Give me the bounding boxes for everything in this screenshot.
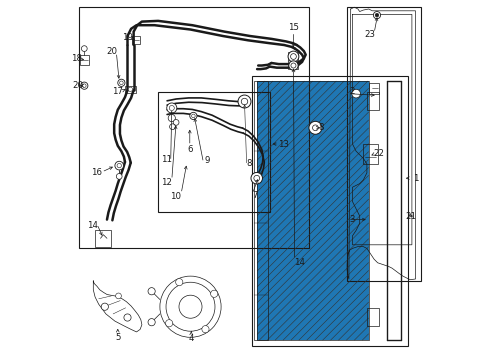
Circle shape xyxy=(117,163,121,168)
Circle shape xyxy=(374,13,378,17)
Circle shape xyxy=(166,103,177,113)
Circle shape xyxy=(287,51,298,62)
Circle shape xyxy=(165,320,172,327)
Circle shape xyxy=(118,79,125,86)
Text: 8: 8 xyxy=(317,123,323,132)
Circle shape xyxy=(253,175,259,181)
Circle shape xyxy=(168,114,175,122)
Text: 19: 19 xyxy=(122,33,133,42)
Circle shape xyxy=(210,290,217,297)
Text: 11: 11 xyxy=(160,155,171,164)
Circle shape xyxy=(115,293,121,299)
Circle shape xyxy=(308,121,321,134)
Circle shape xyxy=(82,84,86,87)
Circle shape xyxy=(169,105,174,111)
Circle shape xyxy=(175,279,183,286)
Circle shape xyxy=(81,82,88,89)
Text: 20: 20 xyxy=(106,47,117,56)
Text: 3: 3 xyxy=(349,215,354,224)
Circle shape xyxy=(290,54,296,59)
Bar xyxy=(257,81,368,340)
Bar xyxy=(368,83,379,94)
Circle shape xyxy=(179,295,202,318)
Circle shape xyxy=(312,125,318,131)
Text: 8: 8 xyxy=(246,159,252,168)
Circle shape xyxy=(123,314,131,321)
Circle shape xyxy=(238,95,250,108)
Bar xyxy=(363,144,377,164)
Text: 4: 4 xyxy=(188,334,194,343)
Bar xyxy=(95,230,111,247)
Text: 21: 21 xyxy=(405,212,415,221)
Bar xyxy=(346,7,420,281)
Circle shape xyxy=(115,161,123,170)
Text: 22: 22 xyxy=(372,149,384,158)
Text: 20: 20 xyxy=(73,81,83,90)
Circle shape xyxy=(120,81,123,85)
Text: 5: 5 xyxy=(115,333,120,342)
Circle shape xyxy=(250,172,262,184)
Circle shape xyxy=(189,112,197,120)
Bar xyxy=(80,55,89,65)
Text: 7: 7 xyxy=(252,192,258,200)
Text: 6: 6 xyxy=(186,145,192,154)
Bar xyxy=(125,86,136,93)
Circle shape xyxy=(191,114,195,118)
Bar xyxy=(251,76,407,346)
Text: 23: 23 xyxy=(364,30,375,39)
Text: 10: 10 xyxy=(169,192,181,201)
Circle shape xyxy=(169,124,175,130)
Circle shape xyxy=(128,87,132,91)
Circle shape xyxy=(166,282,215,331)
Text: 14: 14 xyxy=(293,258,304,267)
Circle shape xyxy=(148,288,155,295)
Circle shape xyxy=(148,319,155,326)
Text: 16: 16 xyxy=(91,168,102,177)
Bar xyxy=(257,81,368,340)
Circle shape xyxy=(81,46,87,51)
Circle shape xyxy=(290,63,295,68)
Circle shape xyxy=(160,276,221,337)
Bar xyxy=(288,52,297,69)
Bar xyxy=(254,81,267,340)
Bar xyxy=(366,92,379,110)
Text: 1: 1 xyxy=(412,174,417,183)
Bar xyxy=(158,92,269,212)
Circle shape xyxy=(373,12,380,19)
Circle shape xyxy=(288,61,298,70)
Circle shape xyxy=(351,89,360,98)
Circle shape xyxy=(202,325,209,333)
Text: 14: 14 xyxy=(87,220,98,230)
Circle shape xyxy=(241,98,247,105)
Circle shape xyxy=(101,303,108,310)
Bar xyxy=(79,7,309,248)
Text: 17: 17 xyxy=(112,87,123,96)
Text: 9: 9 xyxy=(203,156,209,166)
Bar xyxy=(132,36,140,44)
Text: 13: 13 xyxy=(277,140,288,149)
Text: 15: 15 xyxy=(287,23,298,32)
Bar xyxy=(366,308,379,326)
Circle shape xyxy=(116,174,122,179)
Text: 2: 2 xyxy=(349,87,354,96)
Text: 18: 18 xyxy=(70,54,81,63)
Text: 12: 12 xyxy=(161,178,171,187)
Circle shape xyxy=(173,120,179,125)
